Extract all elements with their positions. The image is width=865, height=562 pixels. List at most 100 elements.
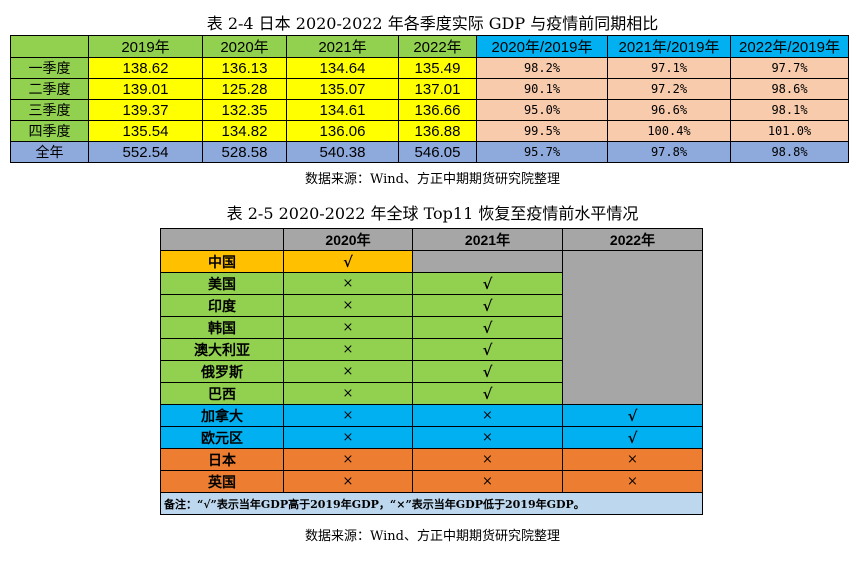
table1-source: 数据来源：Wind、方正中期期货研究院整理 — [305, 172, 560, 187]
status-2022: √ — [562, 426, 703, 449]
ratio-value: 98.6% — [730, 78, 849, 100]
status-2021: √ — [412, 294, 563, 317]
status-2020: × — [283, 448, 413, 471]
country-name: 澳大利亚 — [160, 338, 284, 361]
gdp-value: 540.38 — [286, 141, 399, 163]
japan-gdp-table: 2019年 2020年 2021年 2022年 2020年/2019年 2021年/201… — [10, 35, 849, 163]
status-2020: × — [283, 294, 413, 317]
column-header: 2020年 — [202, 35, 287, 58]
gdp-value: 136.13 — [202, 57, 287, 79]
country-name: 加拿大 — [160, 404, 284, 427]
gdp-value: 132.35 — [202, 99, 287, 121]
ratio-value: 96.6% — [607, 99, 731, 121]
gdp-value: 135.07 — [286, 78, 399, 100]
table-row: 一季度 138.62 136.13 134.64 135.49 98.2% 97.1% 97.… — [10, 57, 849, 79]
country-name: 欧元区 — [160, 426, 284, 449]
table2-source: 数据来源：Wind、方正中期期货研究院整理 — [305, 529, 560, 544]
country-name: 韩国 — [160, 316, 284, 339]
table1-title: 表 2-4 日本 2020-2022 年各季度实际 GDP 与疫情前同期相比 — [206, 14, 659, 33]
table-row: 全年 552.54 528.58 540.38 546.05 95.7% 97.8% 98.8… — [10, 141, 849, 163]
row-label: 四季度 — [10, 120, 89, 142]
table-row: 澳大利亚 × √ — [160, 338, 703, 361]
gdp-value: 139.37 — [88, 99, 203, 121]
gdp-value: 134.61 — [286, 99, 399, 121]
column-header: 2021年 — [412, 228, 563, 251]
gdp-value: 134.82 — [202, 120, 287, 142]
status-2020: × — [283, 426, 413, 449]
column-header: 2022年 — [398, 35, 477, 58]
status-2021: × — [412, 448, 563, 471]
ratio-value: 97.1% — [607, 57, 731, 79]
status-2022: × — [562, 448, 703, 471]
gdp-value: 135.54 — [88, 120, 203, 142]
row-label: 二季度 — [10, 78, 89, 100]
note-row: 备注：“√”表示当年GDP高于2019年GDP，“×”表示当年GDP低于2019… — [160, 492, 703, 515]
gdp-value: 138.62 — [88, 57, 203, 79]
status-2020: × — [283, 382, 413, 405]
column-header: 2021年 — [286, 35, 399, 58]
country-name: 中国 — [160, 250, 284, 273]
status-2020: × — [283, 470, 413, 493]
column-header: 2019年 — [88, 35, 203, 58]
country-name: 巴西 — [160, 382, 284, 405]
status-2022-empty — [562, 250, 703, 405]
table-row: 四季度 135.54 134.82 136.06 136.88 99.5% 100.4% 10… — [10, 120, 849, 142]
gdp-value: 134.64 — [286, 57, 399, 79]
column-header: 2022年/2019年 — [730, 35, 849, 58]
row-label: 一季度 — [10, 57, 89, 79]
status-2021-empty — [412, 250, 563, 273]
status-2021: √ — [412, 316, 563, 339]
row-label: 全年 — [10, 141, 89, 163]
gdp-value: 546.05 — [398, 141, 477, 163]
ratio-value: 99.5% — [476, 120, 608, 142]
table-row: 加拿大 × × √ — [160, 404, 703, 427]
status-2020: √ — [283, 250, 413, 273]
ratio-value: 95.0% — [476, 99, 608, 121]
country-name: 俄罗斯 — [160, 360, 284, 383]
ratio-value: 97.7% — [730, 57, 849, 79]
ratio-value: 101.0% — [730, 120, 849, 142]
country-name: 日本 — [160, 448, 284, 471]
table-note: 备注：“√”表示当年GDP高于2019年GDP，“×”表示当年GDP低于2019… — [160, 492, 703, 515]
table-row: 印度 × √ — [160, 294, 703, 317]
status-2020: × — [283, 272, 413, 295]
table-row: 巴西 × √ — [160, 382, 703, 405]
country-name: 印度 — [160, 294, 284, 317]
ratio-value: 97.8% — [607, 141, 731, 163]
gdp-value: 552.54 — [88, 141, 203, 163]
status-2020: × — [283, 404, 413, 427]
status-2021: √ — [412, 338, 563, 361]
table-row: 英国 × × × — [160, 470, 703, 493]
gdp-value: 135.49 — [398, 57, 477, 79]
ratio-value: 97.2% — [607, 78, 731, 100]
gdp-value: 528.58 — [202, 141, 287, 163]
table-row: 韩国 × √ — [160, 316, 703, 339]
table-row: 三季度 139.37 132.35 134.61 136.66 95.0% 96.6% 98.… — [10, 99, 849, 121]
status-2021: × — [412, 404, 563, 427]
country-name: 英国 — [160, 470, 284, 493]
ratio-value: 98.8% — [730, 141, 849, 163]
column-header: 2021年/2019年 — [607, 35, 731, 58]
table-row: 日本 × × × — [160, 448, 703, 471]
ratio-value: 95.7% — [476, 141, 608, 163]
ratio-value: 100.4% — [607, 120, 731, 142]
status-2020: × — [283, 338, 413, 361]
column-header — [160, 228, 284, 251]
table-row: 二季度 139.01 125.28 135.07 137.01 90.1% 97.2% 98.… — [10, 78, 849, 100]
ratio-value: 98.1% — [730, 99, 849, 121]
ratio-value: 98.2% — [476, 57, 608, 79]
status-2020: × — [283, 360, 413, 383]
status-2021: × — [412, 426, 563, 449]
status-2021: √ — [412, 272, 563, 295]
status-2021: √ — [412, 360, 563, 383]
table-row: 欧元区 × × √ — [160, 426, 703, 449]
column-header — [10, 35, 89, 58]
table-row: 俄罗斯 × √ — [160, 360, 703, 383]
table2-title: 表 2-5 2020-2022 年全球 Top11 恢复至疫情前水平情况 — [226, 204, 639, 223]
gdp-value: 139.01 — [88, 78, 203, 100]
column-header: 2020年/2019年 — [476, 35, 608, 58]
status-2022: √ — [562, 404, 703, 427]
row-label: 三季度 — [10, 99, 89, 121]
gdp-value: 136.66 — [398, 99, 477, 121]
gdp-value: 136.88 — [398, 120, 477, 142]
